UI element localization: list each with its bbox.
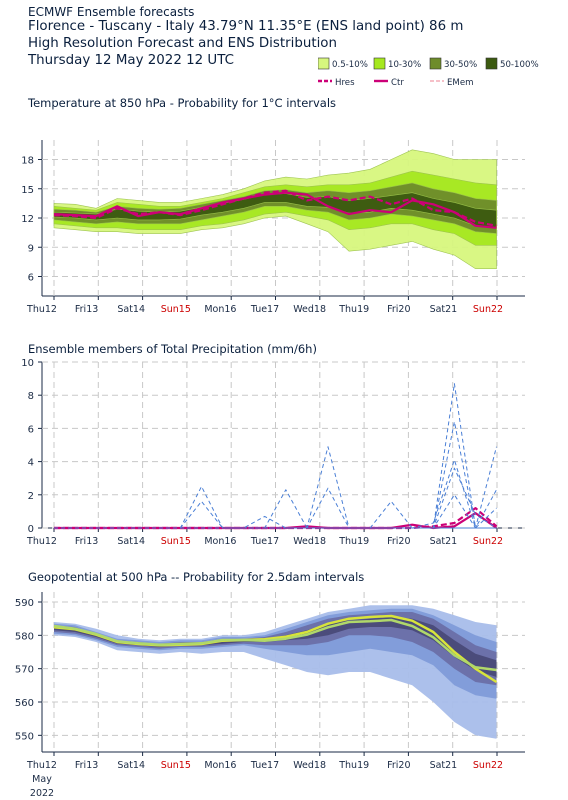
- geopotential-xtick-label: Sun15: [161, 760, 191, 771]
- panel-title-precipitation: Ensemble members of Total Precipitation …: [28, 342, 317, 356]
- chart-legend: 0.5-10% 10-30% 30-50% 50-100% Hres Ctr EMem: [318, 57, 539, 88]
- temperature-ytick-label: 15: [21, 185, 34, 196]
- temperature-xtick-label: Thu12: [26, 304, 57, 315]
- geopotential-xtick-label: Mon16: [204, 760, 236, 771]
- footer-year: 2022: [30, 788, 54, 799]
- geopotential-ytick-label: 550: [15, 731, 34, 742]
- temperature-ytick-label: 9: [28, 243, 34, 254]
- geopotential-ytick-label: 570: [15, 665, 34, 676]
- precipitation-ytick-label: 2: [28, 491, 34, 502]
- legend-label-band: 50-100%: [500, 60, 539, 70]
- temperature-xtick-label: Sun15: [161, 304, 191, 315]
- temperature-ytick-label: 18: [21, 156, 34, 167]
- header-line-3: High Resolution Forecast and ENS Distrib…: [28, 36, 337, 51]
- geopotential-xtick-label: Thu12: [26, 760, 57, 771]
- precipitation-xtick-label: Wed18: [293, 536, 326, 547]
- precipitation-ytick-label: 4: [28, 458, 34, 469]
- precipitation-xtick-label: Sat21: [430, 536, 458, 547]
- legend-swatch-50100: [485, 57, 498, 70]
- temperature-ytick-label: 6: [28, 273, 34, 284]
- geopotential-xtick-label: Sat21: [430, 760, 458, 771]
- precipitation-series-emem-11: [54, 489, 497, 529]
- geopotential-xtick-label: Sat14: [117, 760, 145, 771]
- temperature-xtick-label: Sat14: [117, 304, 145, 315]
- header-line-2: Florence - Tuscany - Italy 43.79°N 11.35…: [28, 19, 464, 34]
- legend-label-band: 10-30%: [388, 60, 421, 70]
- temperature-series-ctr: [53, 191, 497, 229]
- geopotential-xtick-label: Wed18: [293, 760, 326, 771]
- precipitation-xtick-label: Fri20: [387, 536, 410, 547]
- precipitation-xtick-label: Sun22: [473, 536, 503, 547]
- geopotential-band-3050: [54, 612, 497, 686]
- geopotential-ytick-label: 590: [15, 598, 34, 609]
- temperature-xtick-label: Mon16: [204, 304, 236, 315]
- header-line-4: Thursday 12 May 2022 12 UTC: [28, 53, 234, 68]
- legend-swatch-1030: [373, 57, 386, 70]
- temperature-xtick-label: Fri13: [75, 304, 98, 315]
- geopotential-ytick-label: 560: [15, 698, 34, 709]
- geopotential-xtick-label: Tue17: [250, 760, 279, 771]
- panel-title-temperature: Temperature at 850 hPa - Probability for…: [28, 96, 337, 110]
- legend-label-line: EMem: [447, 78, 474, 88]
- legend-swatch-0510: [318, 57, 330, 70]
- precipitation-ytick-label: 6: [28, 424, 34, 435]
- precipitation-xtick-label: Mon16: [204, 536, 236, 547]
- precipitation-xtick-label: Sun15: [161, 536, 191, 547]
- precipitation-ytick-label: 10: [21, 358, 34, 369]
- legend-label-band: 0.5-10%: [332, 60, 368, 70]
- geopotential-chart: 550 560 570 580 590 Thu12 Fri13 Sat14 Sun15 Mon16…: [15, 592, 525, 799]
- temperature-xtick-label: Sun22: [473, 304, 503, 315]
- legend-label-line: Ctr: [391, 78, 404, 88]
- legend-label-band: 30-50%: [444, 60, 477, 70]
- temperature-xtick-label: Sat21: [430, 304, 458, 315]
- geopotential-xtick-label: Sun22: [473, 760, 503, 771]
- geopotential-xtick-label: Fri13: [75, 760, 98, 771]
- temperature-xtick-label: Fri20: [387, 304, 410, 315]
- legend-swatch-3050: [429, 57, 442, 70]
- precipitation-ytick-label: 0: [28, 524, 34, 535]
- precipitation-chart: 0 2 4 6 8 10 Thu12 Fri13 Sat14 Sun15 Mon16 Tue17 Wed…: [21, 358, 525, 547]
- geopotential-ytick-label: 580: [15, 631, 34, 642]
- temperature-xtick-label: Tue17: [250, 304, 279, 315]
- footer-month: May: [32, 774, 52, 785]
- panel-title-geopotential: Geopotential at 500 hPa -- Probability f…: [28, 570, 365, 584]
- temperature-ytick-label: 12: [21, 214, 34, 225]
- precipitation-xtick-label: Thu19: [338, 536, 369, 547]
- temperature-chart: 6 9 12 15 18 Thu12 Fri13 Sat14 Sun15 Mon16 Tue17 We…: [21, 140, 525, 315]
- geopotential-xtick-label: Thu19: [338, 760, 369, 771]
- geopotential-xtick-label: Fri20: [387, 760, 410, 771]
- geopotential-series-ctr: [53, 618, 497, 672]
- precipitation-ytick-label: 8: [28, 391, 34, 402]
- precipitation-xtick-label: Fri13: [75, 536, 98, 547]
- temperature-band-3050: [53, 182, 497, 234]
- temperature-xtick-label: Wed18: [293, 304, 326, 315]
- header-line-1: ECMWF Ensemble forecasts: [28, 5, 195, 19]
- temperature-xtick-label: Thu19: [338, 304, 369, 315]
- precipitation-xtick-label: Sat14: [117, 536, 145, 547]
- precipitation-xtick-label: Tue17: [250, 536, 279, 547]
- precipitation-xtick-label: Thu12: [26, 536, 57, 547]
- legend-label-line: Hres: [335, 78, 355, 88]
